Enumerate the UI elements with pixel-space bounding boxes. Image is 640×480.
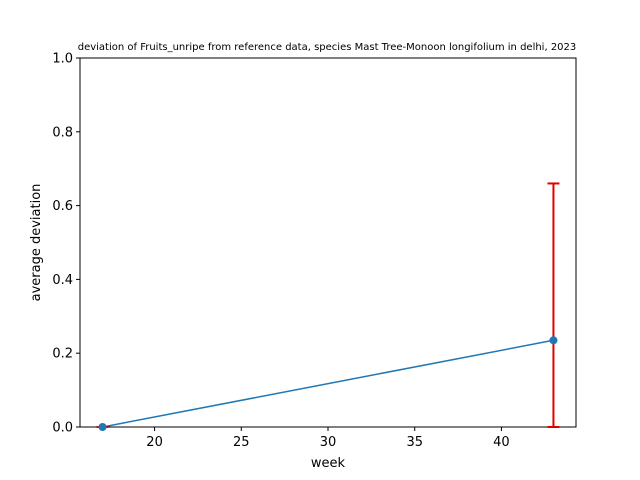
x-axis-title: week (311, 456, 346, 471)
series-layer (102, 339, 554, 428)
y-axis: 0.0 0.2 0.4 0.6 0.8 1.0 (52, 52, 80, 436)
y-tick-label: 0.0 (52, 421, 73, 436)
error-bar-layer (96, 182, 560, 431)
chart-title: deviation of Fruits_unripe from referenc… (78, 42, 577, 53)
y-tick-label: 0.6 (52, 199, 73, 214)
y-tick-label: 0.8 (52, 125, 73, 140)
x-tick-label: 35 (406, 435, 423, 450)
series-line (102, 339, 554, 428)
x-axis: 20 25 30 35 40 (146, 427, 510, 450)
data-point (549, 336, 558, 345)
y-tick-label: 0.4 (52, 273, 73, 288)
x-tick-label: 20 (146, 435, 163, 450)
y-tick-label: 0.2 (52, 347, 73, 362)
x-tick-label: 25 (233, 435, 250, 450)
data-point (98, 423, 107, 431)
y-tick-label: 1.0 (52, 52, 73, 67)
y-axis-title: average deviation (29, 184, 44, 302)
x-tick-label: 30 (320, 435, 337, 450)
x-tick-label: 40 (493, 435, 510, 450)
